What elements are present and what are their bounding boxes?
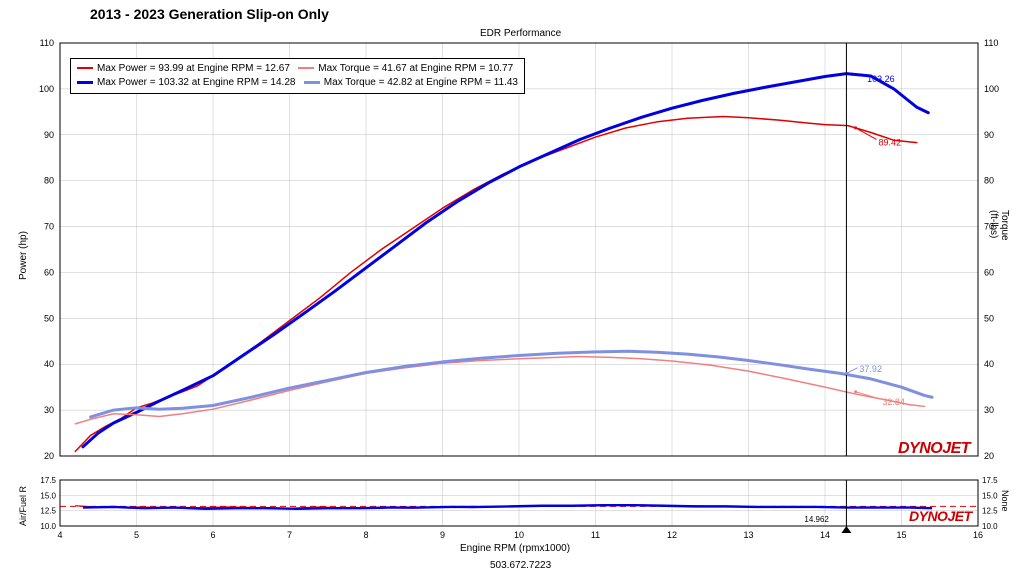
- svg-text:90: 90: [984, 130, 994, 140]
- y-left-label: Power (hp): [18, 231, 29, 280]
- svg-text:20: 20: [44, 451, 54, 461]
- svg-text:100: 100: [984, 84, 999, 94]
- svg-text:50: 50: [44, 313, 54, 323]
- legend-row: Max Power = 103.32 at Engine RPM = 14.28…: [77, 76, 518, 90]
- svg-text:103.26: 103.26: [867, 74, 895, 84]
- svg-text:10.0: 10.0: [40, 522, 56, 531]
- svg-text:4: 4: [57, 530, 62, 540]
- x-axis-label: Engine RPM (rpmx1000): [460, 543, 570, 554]
- afr-right-label: None: [1000, 490, 1010, 512]
- svg-text:14: 14: [820, 530, 830, 540]
- svg-text:60: 60: [44, 267, 54, 277]
- svg-text:89.42: 89.42: [879, 137, 902, 147]
- svg-text:30: 30: [984, 405, 994, 415]
- svg-text:37.92: 37.92: [859, 364, 882, 374]
- svg-text:40: 40: [984, 359, 994, 369]
- svg-text:32.84: 32.84: [882, 397, 905, 407]
- svg-text:80: 80: [984, 176, 994, 186]
- svg-text:80: 80: [44, 176, 54, 186]
- svg-text:50: 50: [984, 313, 994, 323]
- svg-text:13: 13: [743, 530, 753, 540]
- svg-text:7: 7: [287, 530, 292, 540]
- svg-text:100: 100: [39, 84, 54, 94]
- svg-text:30: 30: [44, 405, 54, 415]
- svg-text:110: 110: [40, 38, 54, 48]
- svg-text:70: 70: [44, 222, 54, 232]
- svg-text:11: 11: [591, 530, 600, 540]
- dynojet-logo-afr: DYNOJET: [909, 508, 972, 524]
- dynojet-logo-main: DYNOJET: [898, 440, 970, 458]
- svg-text:9: 9: [440, 530, 445, 540]
- footer-text: 503.672.7223: [490, 560, 551, 571]
- svg-text:110: 110: [984, 38, 998, 48]
- svg-text:12.5: 12.5: [982, 507, 998, 516]
- svg-text:90: 90: [44, 130, 54, 140]
- svg-text:6: 6: [210, 530, 215, 540]
- legend-row: Max Power = 93.99 at Engine RPM = 12.67 …: [77, 62, 518, 76]
- svg-text:12.5: 12.5: [40, 507, 56, 516]
- svg-text:10.0: 10.0: [982, 522, 998, 531]
- svg-text:8: 8: [363, 530, 368, 540]
- svg-text:15.0: 15.0: [982, 491, 998, 500]
- svg-text:20: 20: [984, 451, 994, 461]
- svg-text:17.5: 17.5: [40, 476, 56, 485]
- svg-text:5: 5: [134, 530, 139, 540]
- svg-text:12: 12: [667, 530, 677, 540]
- svg-text:14.962: 14.962: [804, 515, 829, 524]
- legend: Max Power = 93.99 at Engine RPM = 12.67 …: [70, 58, 525, 94]
- svg-text:60: 60: [984, 267, 994, 277]
- svg-text:15.0: 15.0: [40, 491, 56, 500]
- svg-text:17.5: 17.5: [982, 476, 998, 485]
- afr-left-label: Air/Fuel R: [18, 486, 28, 526]
- svg-text:40: 40: [44, 359, 54, 369]
- svg-text:15: 15: [896, 530, 906, 540]
- svg-text:10: 10: [514, 530, 524, 540]
- svg-text:16: 16: [973, 530, 983, 540]
- y-right-label: Torque (ft-lbs): [988, 210, 1010, 241]
